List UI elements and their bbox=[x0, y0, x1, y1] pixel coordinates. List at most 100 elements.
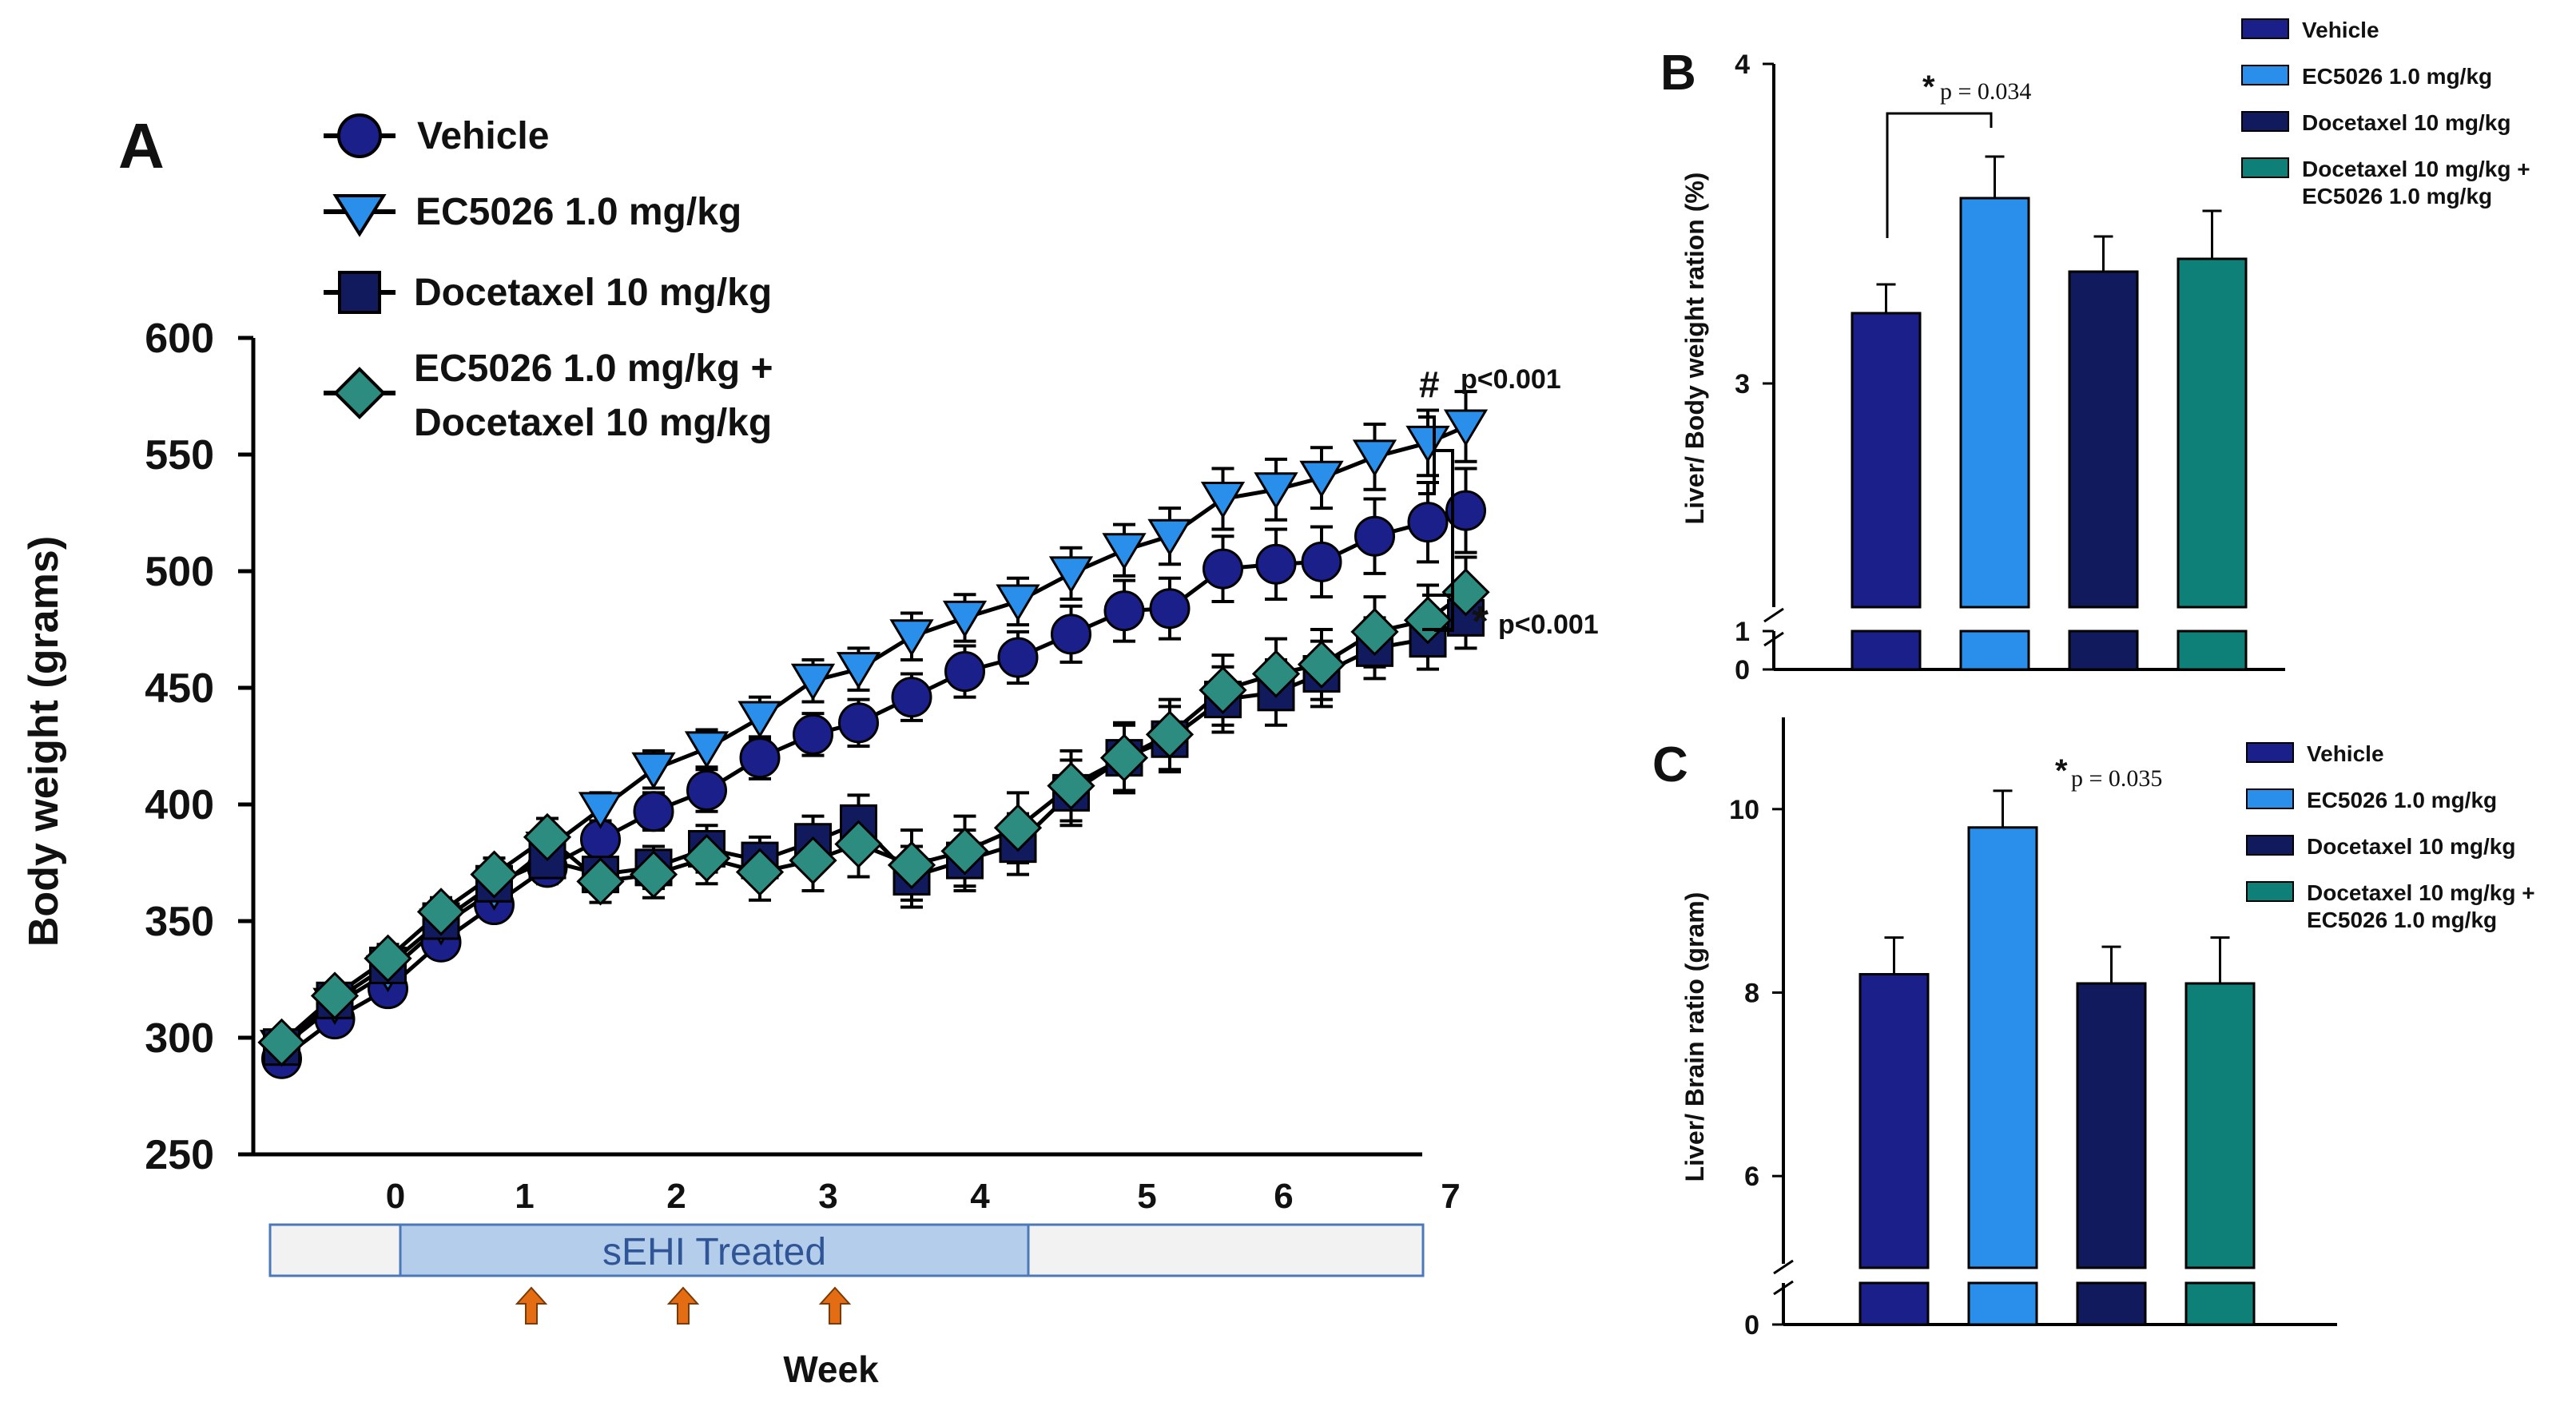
panel-c-sig-text: p = 0.035 bbox=[2071, 765, 2162, 792]
bar-ec5026 bbox=[1959, 197, 2030, 609]
timeline-post bbox=[1027, 1223, 1425, 1277]
panel-c-label: C bbox=[1652, 737, 1688, 792]
treatment-timeline: sEHI Treated bbox=[268, 1223, 1425, 1277]
legend-item-ec5026: EC5026 1.0 mg/kg bbox=[324, 191, 741, 237]
point-combo bbox=[257, 1018, 306, 1066]
y-tick-label: 300 bbox=[145, 1015, 214, 1062]
bar-ec5026 bbox=[1967, 826, 2038, 1269]
panel-a-y-axis-label: Body weight (grams) bbox=[21, 536, 67, 947]
point-combo bbox=[1251, 649, 1301, 698]
point-ec5026 bbox=[1254, 472, 1298, 510]
legend-swatch-vehicle bbox=[2246, 742, 2294, 763]
panel-b-sig-text: p = 0.034 bbox=[1940, 78, 2031, 105]
y-tick-label: 250 bbox=[145, 1132, 214, 1178]
legend-swatch-combo bbox=[2246, 881, 2294, 902]
series-line bbox=[280, 508, 1467, 1061]
legend-label-ec5026: EC5026 1.0 mg/kg bbox=[415, 191, 741, 233]
x-tick-label: 2 bbox=[666, 1177, 686, 1216]
point-ec5026 bbox=[889, 619, 934, 657]
point-ec5026 bbox=[684, 731, 729, 769]
bar-docetaxel-lower bbox=[2076, 1281, 2147, 1326]
point-combo bbox=[993, 804, 1043, 852]
legend-marker-diamond bbox=[333, 367, 386, 419]
point-ec5026 bbox=[737, 701, 782, 738]
point-vehicle bbox=[686, 769, 727, 811]
point-vehicle bbox=[891, 677, 932, 718]
star-symbol: * bbox=[1472, 598, 1489, 645]
point-vehicle bbox=[944, 651, 985, 693]
y-tick-label: 4 bbox=[1735, 50, 1750, 80]
point-combo bbox=[1297, 640, 1346, 689]
legend-marker-square bbox=[338, 271, 381, 314]
panel-a-label: A bbox=[118, 110, 165, 181]
point-combo bbox=[310, 971, 360, 1020]
point-combo bbox=[1441, 568, 1490, 617]
legend-label-vehicle: Vehicle bbox=[417, 115, 549, 157]
point-ec5026 bbox=[1299, 460, 1344, 498]
y-tick-label: 10 bbox=[1729, 795, 1759, 825]
point-combo bbox=[629, 850, 678, 899]
point-combo bbox=[1145, 710, 1195, 759]
legend-swatch-combo bbox=[2241, 157, 2289, 178]
bracket-star-lower bbox=[1422, 594, 1454, 631]
point-vehicle bbox=[793, 713, 833, 755]
x-tick-label: 3 bbox=[818, 1177, 837, 1216]
bar-combo-lower bbox=[2176, 630, 2248, 671]
point-ec5026 bbox=[1102, 533, 1147, 570]
bar-combo-lower bbox=[2184, 1281, 2256, 1326]
panel-b-legend: Vehicle EC5026 1.0 mg/kg Docetaxel 10 mg/k… bbox=[2241, 18, 2530, 209]
panel-b-y-ticks: 3 4 0 1 bbox=[1735, 50, 1774, 685]
panel-a-legend: Vehicle EC5026 1.0 mg/kg Docetaxel 10 mg… bbox=[324, 113, 773, 444]
point-ec5026 bbox=[836, 652, 881, 689]
bar-combo bbox=[2184, 982, 2256, 1269]
legend-swatch-ec5026 bbox=[2241, 65, 2289, 85]
legend-label-combo-line1: EC5026 1.0 mg/kg + bbox=[414, 348, 773, 390]
panel-a-y-ticks: 250 300 350 400 450 500 550 600 bbox=[145, 316, 253, 1178]
dose-arrow-icon bbox=[666, 1286, 700, 1325]
bar-vehicle bbox=[1851, 312, 1922, 609]
x-tick-label: 4 bbox=[970, 1177, 990, 1216]
bar-docetaxel bbox=[2068, 270, 2139, 609]
legend-swatch-vehicle bbox=[2241, 18, 2289, 39]
timeline-pre bbox=[268, 1223, 402, 1277]
legend-label-combo-line2: Docetaxel 10 mg/kg bbox=[414, 402, 772, 444]
panel-c-y-ticks: 6 8 10 0 bbox=[1729, 795, 1783, 1340]
panel-b: B 3 4 0 1 Liver/ Body weight ration (%) * p… bbox=[1660, 18, 2530, 685]
y-tick-label: 3 bbox=[1735, 369, 1750, 399]
panel-c-axis-break-2 bbox=[1773, 1280, 1794, 1296]
point-vehicle bbox=[838, 702, 879, 744]
point-ec5026 bbox=[578, 792, 623, 829]
panel-c: C 6 8 10 0 Liver/ Brain ratio (gram) * p = … bbox=[1652, 717, 2535, 1340]
y-tick-label: 550 bbox=[145, 432, 214, 479]
point-combo bbox=[834, 820, 883, 868]
point-ec5026 bbox=[1048, 556, 1094, 594]
point-ec5026 bbox=[1405, 425, 1450, 463]
panel-b-y-axis-label: Liver/ Body weight ration (%) bbox=[1680, 173, 1709, 525]
point-ec5026 bbox=[942, 600, 988, 638]
legend-item-combo: EC5026 1.0 mg/kg + Docetaxel 10 mg/kg bbox=[324, 348, 773, 444]
x-tick-label: 7 bbox=[1441, 1177, 1460, 1216]
bar-vehicle-lower bbox=[1858, 1281, 1930, 1326]
panel-a-brackets: # p<0.001 * p<0.001 bbox=[1418, 363, 1599, 645]
legend-label: EC5026 1.0 mg/kg bbox=[2302, 184, 2492, 209]
point-combo bbox=[735, 848, 785, 896]
bar-ec5026-lower bbox=[1959, 630, 2030, 671]
point-vehicle bbox=[1149, 588, 1191, 630]
legend-label: Docetaxel 10 mg/kg bbox=[2302, 110, 2510, 135]
point-ec5026 bbox=[1352, 439, 1397, 477]
panel-c-axis-break-1 bbox=[1773, 1259, 1794, 1275]
panel-b-axis-break-2 bbox=[1763, 631, 1784, 647]
panel-b-sig-bracket bbox=[1886, 112, 1993, 238]
x-tick-label: 1 bbox=[515, 1177, 534, 1216]
panel-c-legend: Vehicle EC5026 1.0 mg/kg Docetaxel 10 mg/k… bbox=[2246, 741, 2535, 932]
panel-b-sig-star: * bbox=[1922, 70, 1935, 105]
point-ec5026 bbox=[790, 663, 836, 701]
point-vehicle bbox=[1255, 543, 1297, 585]
point-vehicle bbox=[1301, 541, 1342, 582]
point-combo bbox=[887, 840, 936, 890]
point-ec5026 bbox=[1147, 518, 1192, 557]
star-pvalue: p<0.001 bbox=[1498, 610, 1599, 640]
panel-c-y-axis-label: Liver/ Brain ratio (gram) bbox=[1680, 892, 1709, 1182]
y-tick-label: 6 bbox=[1744, 1162, 1759, 1192]
